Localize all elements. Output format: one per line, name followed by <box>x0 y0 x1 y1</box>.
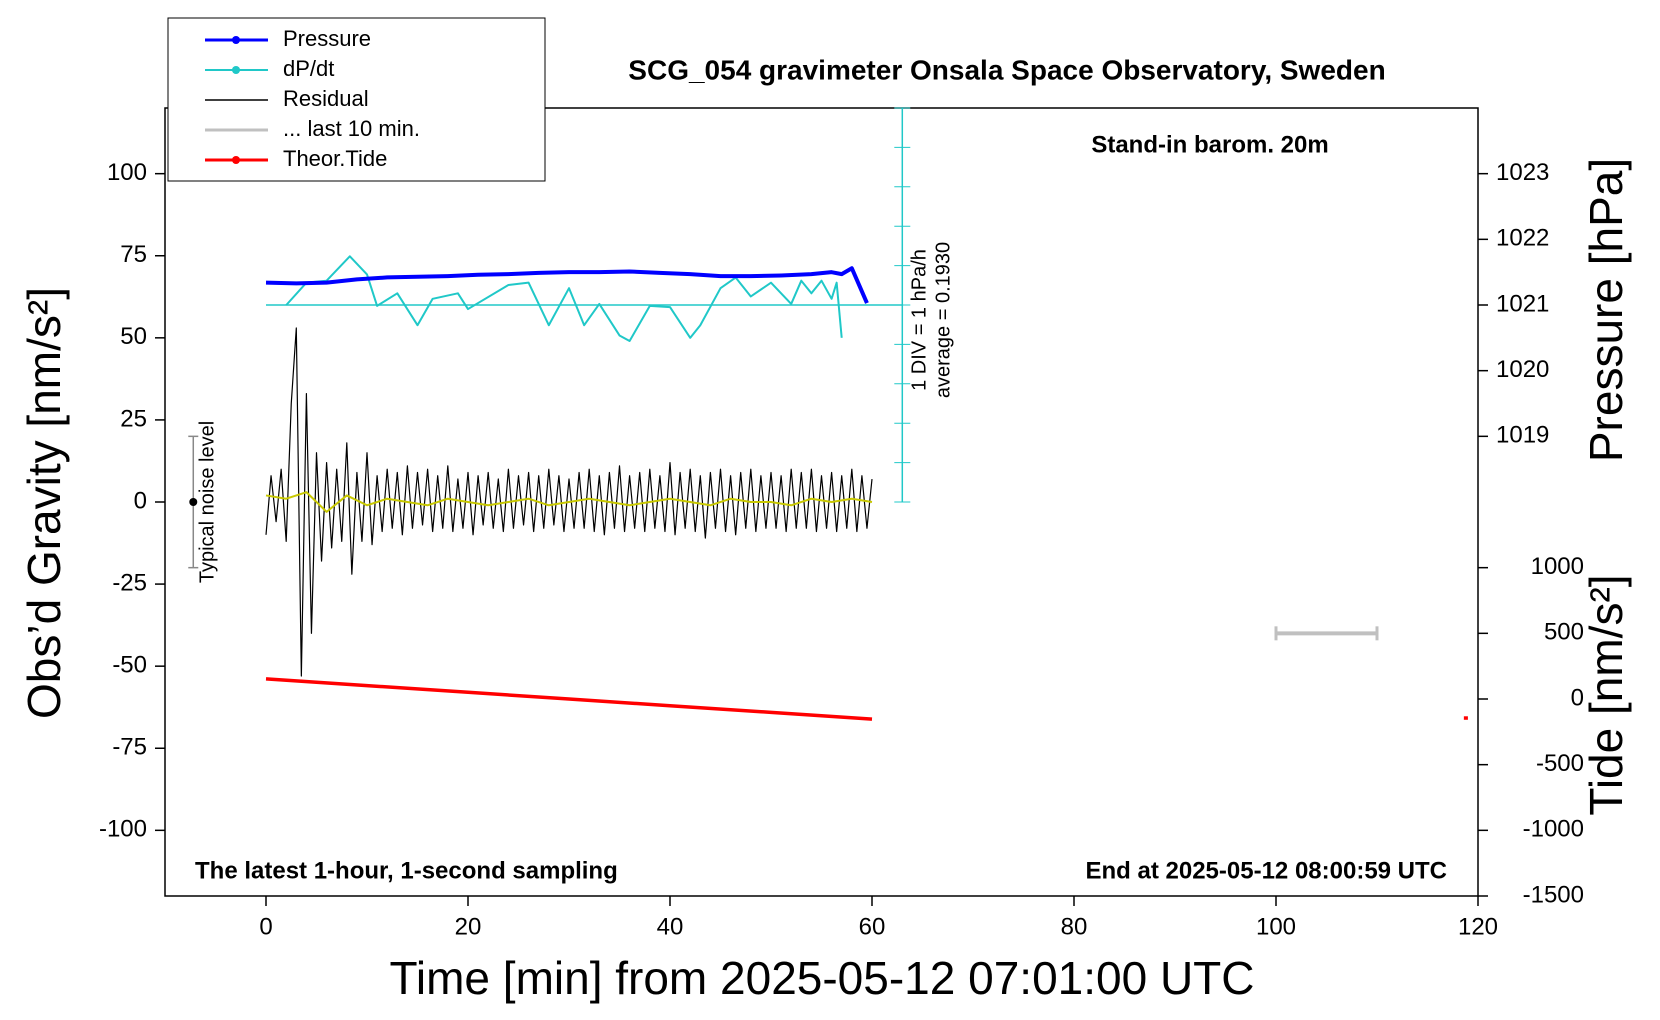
y-tick-label: 0 <box>134 487 147 514</box>
annotation: Stand-in barom. 20m <box>1091 131 1328 158</box>
y-tick-label: 50 <box>120 323 147 350</box>
y2-tick-label: 1019 <box>1496 422 1549 449</box>
y-tick-label: -25 <box>112 569 147 596</box>
y-tick-label: -50 <box>112 652 147 679</box>
annotation: average = 0.1930 <box>932 242 954 398</box>
x-tick-label: 120 <box>1458 913 1498 940</box>
annotation: 1 DIV = 1 hPa/h <box>908 249 930 391</box>
y-tick-label: 100 <box>107 159 147 186</box>
legend-marker <box>232 66 240 74</box>
x-tick-label: 40 <box>657 913 684 940</box>
y2-tick-label: 1021 <box>1496 290 1549 317</box>
legend-label: dP/dt <box>283 56 334 81</box>
series-line <box>265 677 873 721</box>
x-tick-label: 60 <box>859 913 886 940</box>
y2-axis-label: Pressure [hPa] <box>1580 158 1632 462</box>
y3-tick-label: -1500 <box>1523 881 1584 908</box>
y-tick-label: 75 <box>120 241 147 268</box>
x-tick-label: 20 <box>455 913 482 940</box>
y-tick-label: -75 <box>112 734 147 761</box>
legend-label: Pressure <box>283 26 371 51</box>
y-axis-label: Obs’d Gravity [nm/s²] <box>18 287 70 719</box>
y3-tick-label: 500 <box>1544 619 1584 646</box>
y3-tick-label: -1000 <box>1523 816 1584 843</box>
y3-axis-label: Tide [nm/s²] <box>1580 574 1632 815</box>
series-line <box>285 255 843 342</box>
y3-tick-label: 1000 <box>1531 553 1584 580</box>
series-line <box>265 266 869 304</box>
annotation: Typical noise level <box>197 421 219 583</box>
chart-title: SCG_054 gravimeter Onsala Space Observat… <box>628 54 1385 85</box>
y3-tick-label: -500 <box>1536 750 1584 777</box>
series-line <box>265 327 873 677</box>
series-line <box>265 491 873 513</box>
x-axis-label: Time [min] from 2025-05-12 07:01:00 UTC <box>390 952 1255 1004</box>
y2-tick-label: 1023 <box>1496 159 1549 186</box>
noise-center <box>189 498 198 506</box>
x-tick-label: 80 <box>1061 913 1088 940</box>
legend-marker <box>232 36 240 44</box>
legend-label: Residual <box>283 86 369 111</box>
legend-label: Theor.Tide <box>283 146 387 171</box>
x-tick-label: 0 <box>259 913 272 940</box>
y-tick-label: -100 <box>99 816 147 843</box>
annotation: End at 2025-05-12 08:00:59 UTC <box>1086 857 1448 884</box>
y2-tick-label: 1020 <box>1496 356 1549 383</box>
y3-tick-label: 0 <box>1571 684 1584 711</box>
annotation: The latest 1-hour, 1-second sampling <box>195 857 618 884</box>
y2-tick-label: 1022 <box>1496 225 1549 252</box>
y-tick-label: 25 <box>120 405 147 432</box>
legend-label: ... last 10 min. <box>283 116 420 141</box>
legend-marker <box>232 156 240 164</box>
x-tick-label: 100 <box>1256 913 1296 940</box>
